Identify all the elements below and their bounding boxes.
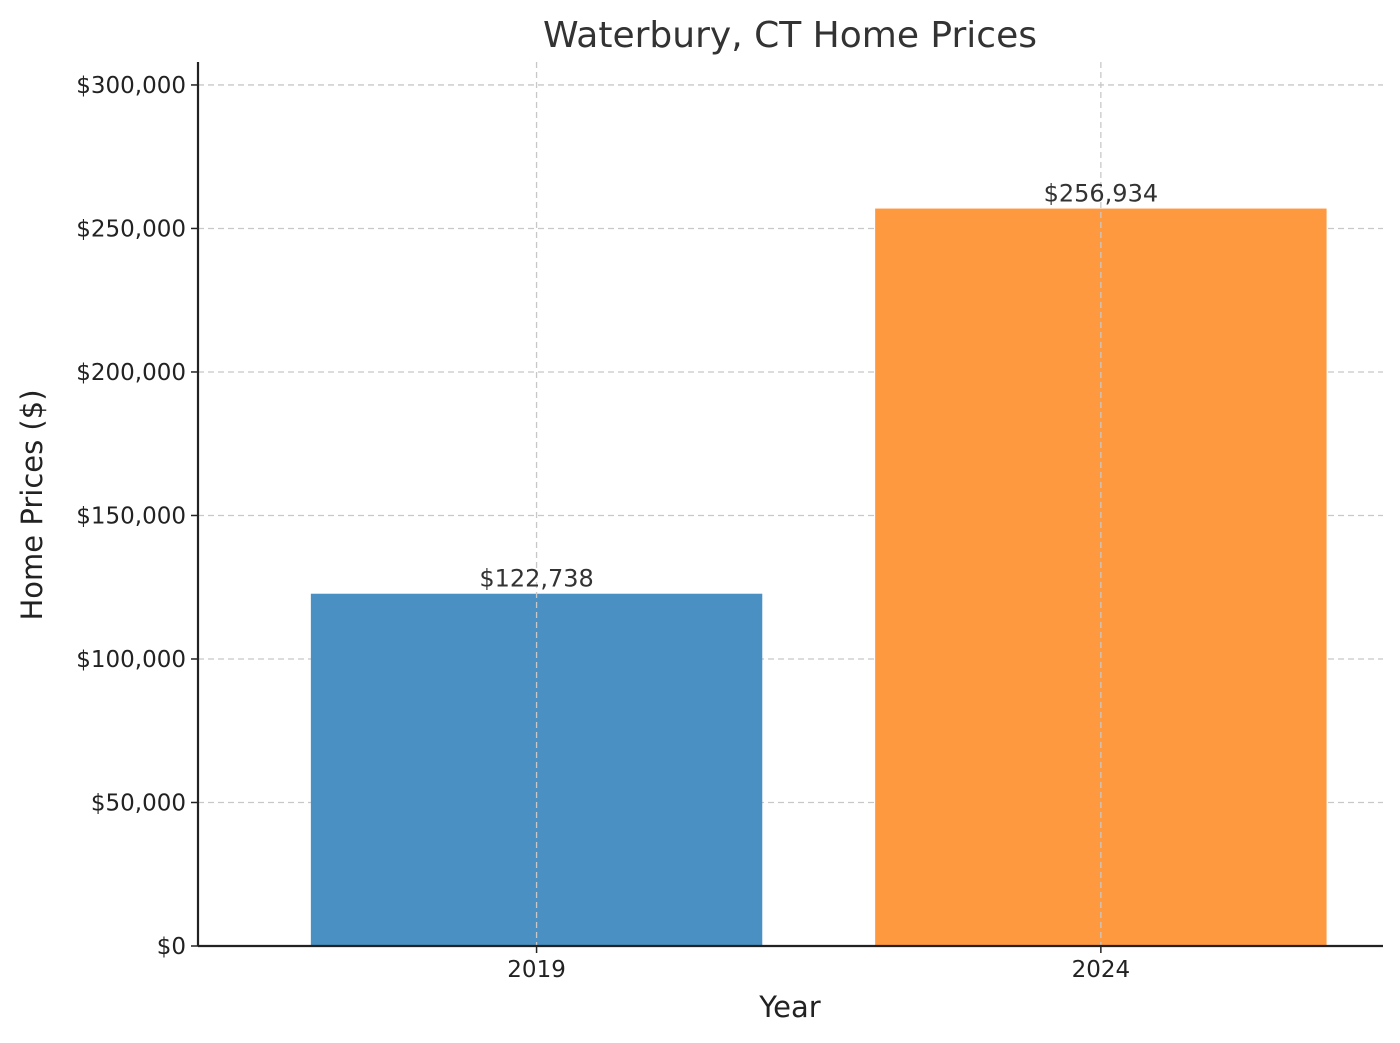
y-tick-label: $300,000 <box>76 73 186 99</box>
y-tick-label: $0 <box>157 934 186 960</box>
y-tick-label: $50,000 <box>91 790 186 816</box>
x-tick-label: 2024 <box>1072 957 1131 983</box>
grid-layer <box>198 84 1383 804</box>
x-axis-label: Year <box>758 990 820 1024</box>
bar-value-label: $122,738 <box>479 565 594 593</box>
data-labels: $122,738 $256,934 <box>479 180 1158 593</box>
y-tick-label: $150,000 <box>76 503 186 529</box>
x-tick-label: 2019 <box>507 957 566 983</box>
bar-value-label: $256,934 <box>1044 180 1159 208</box>
bar-layer <box>310 208 1327 947</box>
y-tick-labels: $0 $50,000 $100,000 $150,000 $200,000 $250,00… <box>76 73 198 960</box>
y-tick-label: $100,000 <box>76 647 186 673</box>
chart-title: Waterbury, CT Home Prices <box>543 15 1037 56</box>
y-tick-label: $250,000 <box>76 216 186 242</box>
overlay-grid-layer <box>535 62 1102 946</box>
x-tick-labels: 2019 2024 <box>507 946 1130 983</box>
y-tick-label: $200,000 <box>76 360 186 386</box>
y-axis-label: Home Prices ($) <box>15 389 49 620</box>
axis-layer <box>196 62 1383 948</box>
